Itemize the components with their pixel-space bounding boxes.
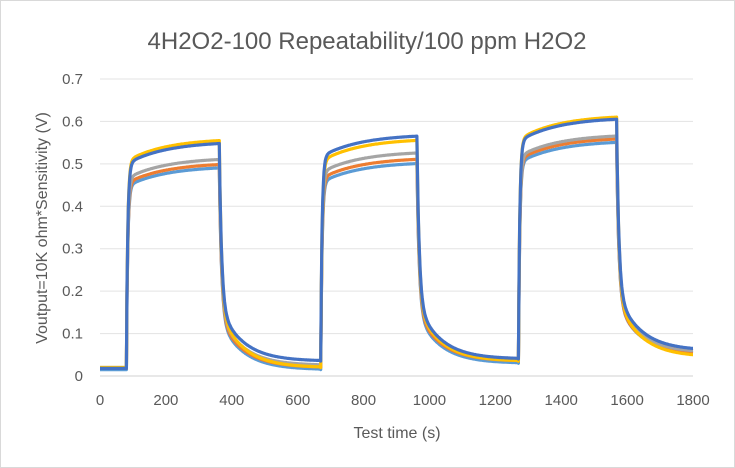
x-axis-label: Test time (s) bbox=[353, 425, 440, 442]
x-tick-label: 0 bbox=[96, 392, 104, 409]
series-line-2 bbox=[99, 137, 694, 370]
y-tick-label: 0.6 bbox=[62, 113, 83, 130]
chart-title: 4H2O2-100 Repeatability/100 ppm H2O2 bbox=[148, 28, 587, 55]
y-tick-label: 0 bbox=[75, 368, 83, 385]
x-tick-label: 1600 bbox=[610, 392, 643, 409]
x-tick-label: 1000 bbox=[413, 392, 446, 409]
x-tick-label: 200 bbox=[153, 392, 178, 409]
series-line-5 bbox=[99, 117, 694, 370]
y-tick-label: 0.1 bbox=[62, 326, 83, 343]
y-axis-ticks: 0 0.1 0.2 0.3 0.4 0.5 0.6 0.7 bbox=[62, 71, 83, 385]
series-line-4 bbox=[99, 115, 694, 370]
gridlines bbox=[100, 78, 693, 377]
x-tick-label: 400 bbox=[219, 392, 244, 409]
y-tick-label: 0.3 bbox=[62, 241, 83, 258]
series-group bbox=[99, 115, 694, 372]
x-tick-label: 1800 bbox=[676, 392, 709, 409]
series-line-3 bbox=[99, 134, 694, 370]
x-tick-label: 1200 bbox=[479, 392, 512, 409]
x-tick-label: 800 bbox=[351, 392, 376, 409]
series-line-1 bbox=[99, 140, 694, 372]
y-tick-label: 0.4 bbox=[62, 198, 83, 215]
x-tick-label: 1400 bbox=[545, 392, 578, 409]
y-tick-label: 0.2 bbox=[62, 283, 83, 300]
y-axis-label: Voutput=10K ohm*Sensitivity (V) bbox=[34, 112, 51, 344]
x-tick-label: 600 bbox=[285, 392, 310, 409]
y-tick-label: 0.5 bbox=[62, 156, 83, 173]
y-tick-label: 0.7 bbox=[62, 71, 83, 88]
x-axis-ticks: 0 200 400 600 800 1000 1200 1400 1600 1800 bbox=[96, 392, 710, 409]
